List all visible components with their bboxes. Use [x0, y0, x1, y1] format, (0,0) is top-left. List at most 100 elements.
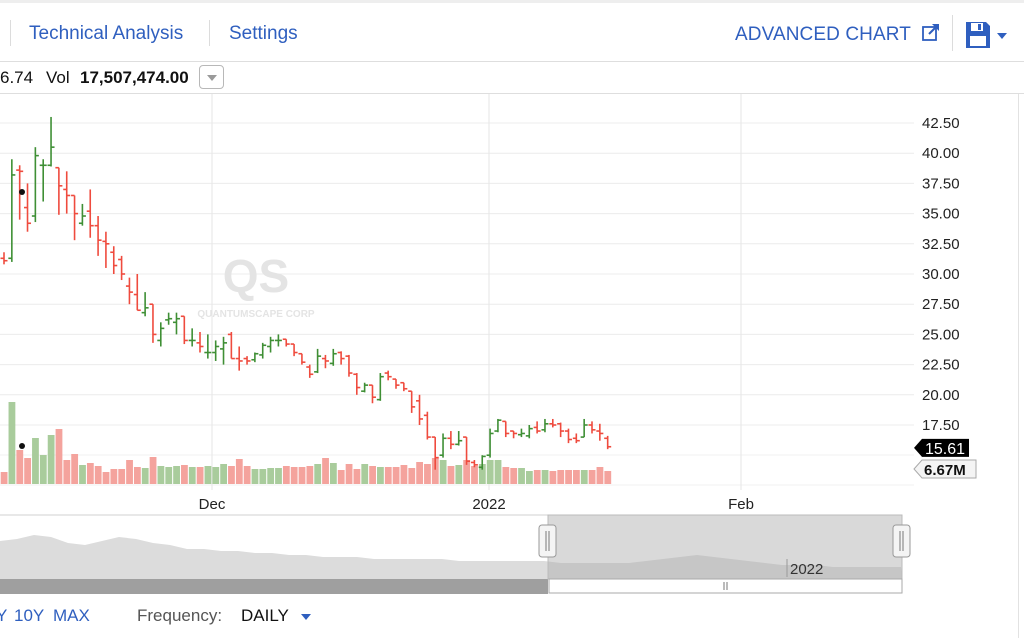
volume-bar	[188, 467, 196, 484]
advanced-chart-link[interactable]: ADVANCED CHART	[735, 24, 911, 45]
volume-bar	[251, 469, 259, 484]
ohlc-info-row: 6.74 Vol 17,507,474.00	[0, 62, 1024, 94]
volume-bar	[24, 458, 32, 484]
ohlc-bar	[408, 390, 416, 413]
volume-bar	[157, 466, 165, 484]
volume-bar	[220, 464, 228, 484]
ohlc-bar	[31, 147, 39, 223]
x-axis-label: 2022	[472, 496, 505, 513]
volume-bar	[141, 468, 149, 484]
volume-bar	[290, 467, 298, 484]
ohlc-bar	[361, 382, 369, 393]
ohlc-bar	[157, 322, 165, 347]
ohlc-bar	[533, 421, 541, 434]
ohlc-bar	[141, 292, 149, 317]
tab-technical-analysis[interactable]: Technical Analysis	[29, 23, 184, 44]
volume-bar	[275, 468, 282, 484]
volume-bar	[126, 460, 133, 484]
ohlc-bar	[549, 418, 557, 428]
navigator-scrollbar-track[interactable]	[0, 579, 548, 594]
volume-bar	[0, 472, 8, 484]
volume-bar	[337, 470, 345, 484]
ohlc-bar	[502, 420, 510, 438]
volume-bar	[494, 460, 502, 484]
range-button-max[interactable]: MAX	[53, 606, 90, 625]
volume-bar	[447, 466, 455, 484]
ohlc-bar	[290, 343, 298, 357]
navigator-handle-left[interactable]	[538, 524, 557, 558]
external-link-icon[interactable]	[921, 22, 941, 42]
ohlc-bar	[384, 370, 392, 381]
x-axis-label: Dec	[199, 496, 226, 513]
navigator-scrollbar-thumb[interactable]	[548, 578, 903, 594]
caret-down-icon[interactable]	[301, 614, 311, 620]
volume-bar	[259, 469, 267, 484]
volume-bar	[596, 467, 604, 484]
ohlc-bar	[110, 246, 118, 274]
ohlc-bar	[557, 422, 565, 438]
volume-bar	[580, 470, 588, 484]
y-axis-label: 17.50	[922, 417, 960, 434]
range-button-y[interactable]: Y	[0, 606, 8, 625]
range-button-10y[interactable]: 10Y	[14, 606, 45, 625]
ohlc-bar	[337, 351, 345, 365]
volume-bar	[71, 454, 79, 484]
volume-bar	[173, 466, 180, 484]
volume-bar	[181, 465, 188, 484]
volume-bar	[604, 471, 612, 484]
y-axis-label: 40.00	[922, 145, 960, 162]
navigator-handle-right[interactable]	[892, 524, 911, 558]
ohlc-bar	[220, 336, 228, 365]
volume-bar	[267, 468, 275, 484]
volume-bar	[133, 467, 141, 484]
y-axis-label: 35.00	[922, 206, 960, 223]
ohlc-bar	[580, 418, 588, 438]
close-value: 6.74	[0, 68, 34, 87]
ohlc-bar	[470, 460, 478, 468]
price-chart[interactable]: 42.50 40.00 37.50 35.00 32.50 30.00 27.50 25.00…	[0, 94, 1018, 594]
ohlc-bar	[243, 356, 251, 365]
navigator-year-label: 2022	[790, 561, 823, 578]
volume-bar	[118, 469, 126, 484]
ohlc-bar	[0, 252, 8, 265]
volume-bar	[361, 464, 369, 484]
frequency-select[interactable]: DAILY	[241, 606, 289, 625]
y-axis-label: 22.50	[922, 357, 960, 374]
navigator[interactable]: 2022	[0, 514, 911, 594]
event-marker[interactable]	[19, 443, 25, 449]
ohlc-bar	[180, 315, 188, 345]
navigator-selection[interactable]	[547, 514, 903, 580]
volume-bar	[102, 472, 110, 484]
y-axis-label: 32.50	[922, 236, 960, 253]
ohlc-bar	[345, 354, 353, 377]
ohlc-bar	[423, 411, 431, 440]
volume-bar	[16, 450, 24, 484]
navigator-series	[0, 535, 902, 579]
volume-bar	[377, 467, 384, 484]
ohlc-bar	[447, 431, 455, 450]
ohlc-bar	[486, 428, 494, 458]
volume-bar	[549, 471, 557, 484]
ohlc-bar	[39, 159, 47, 202]
volume-bar	[329, 463, 337, 484]
ohlc-bar	[306, 364, 314, 378]
volume-bar	[439, 460, 447, 484]
event-marker[interactable]	[19, 189, 25, 195]
tab-settings[interactable]: Settings	[229, 23, 298, 44]
ohlc-bar	[196, 331, 204, 353]
y-axis-label: 25.00	[922, 326, 960, 343]
ohlc-bar	[596, 423, 604, 441]
volume-bar	[314, 464, 322, 484]
ohlc-bar	[267, 336, 275, 353]
caret-down-icon[interactable]	[997, 33, 1007, 39]
floppy-disk-icon[interactable]	[965, 21, 991, 49]
toolbar-divider	[952, 15, 953, 51]
volume-bar	[510, 468, 518, 484]
volume-bar	[298, 467, 306, 484]
info-dropdown-button[interactable]	[199, 65, 224, 89]
ohlc-bar	[564, 428, 572, 444]
ohlc-bar	[525, 425, 533, 439]
ohlc-bar	[368, 384, 376, 404]
ohlc-bar	[298, 352, 306, 365]
volume-bar	[486, 460, 494, 484]
